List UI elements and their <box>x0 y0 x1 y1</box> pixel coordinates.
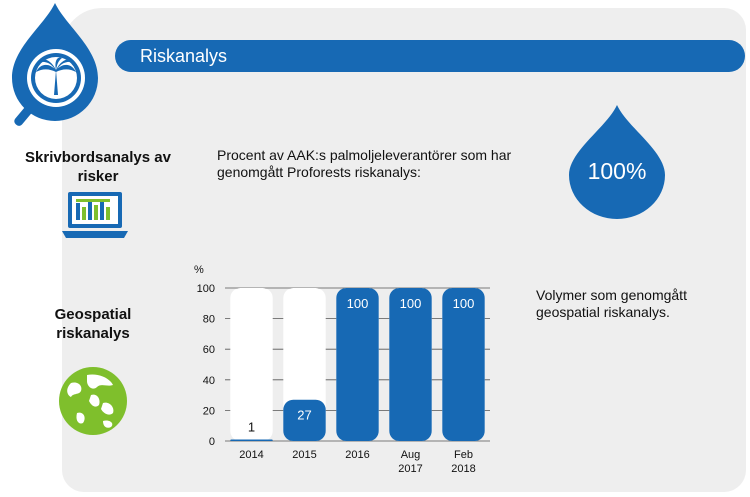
data-label: 100 <box>453 296 475 311</box>
drop-percent-value: 100% <box>587 158 647 184</box>
bar-background <box>230 288 273 441</box>
x-tick-label: Feb <box>454 449 473 461</box>
bar <box>283 399 326 441</box>
y-tick-label: 40 <box>203 375 215 387</box>
page-title: Riskanalys <box>140 46 228 66</box>
magnifier-palm-drop-logo <box>12 3 98 126</box>
y-tick-label: 20 <box>203 405 215 417</box>
data-label: 27 <box>297 408 311 423</box>
data-label: 100 <box>400 296 422 311</box>
bar-chart: % 0 20 40 60 80 100 1 2014 27 2015 100 2016 100 Aug 201… <box>194 264 490 475</box>
bar <box>389 288 432 441</box>
x-tick-label: 2014 <box>239 449 263 461</box>
x-tick-label: 2018 <box>451 463 475 475</box>
y-tick-label: 100 <box>197 283 215 295</box>
laptop-chart-icon <box>62 192 128 238</box>
data-label: 1 <box>248 419 255 434</box>
y-tick-label: 80 <box>203 314 215 326</box>
geospatial-volume-text: Volymer som genomgått geospatial riskana… <box>536 287 687 320</box>
x-tick-label: 2016 <box>345 449 369 461</box>
bar <box>442 288 485 441</box>
data-label: 100 <box>347 296 369 311</box>
globe-icon <box>59 367 127 435</box>
header-bar <box>115 40 745 72</box>
x-tick-label: 2015 <box>292 449 316 461</box>
x-tick-label: 2017 <box>398 463 422 475</box>
bar <box>336 288 379 441</box>
geospatial-analysis-label: Geospatial riskanalys <box>54 306 132 342</box>
y-tick-label: 0 <box>209 436 215 448</box>
supplier-percent-text: Procent av AAK:s palmoljeleverantörer so… <box>217 147 512 180</box>
desk-analysis-label: Skrivbordsanalys av risker <box>25 149 171 185</box>
x-tick-label: Aug <box>401 449 421 461</box>
y-tick-label: 60 <box>203 344 215 356</box>
y-axis-label: % <box>194 264 204 276</box>
bar <box>230 439 273 441</box>
water-drop-icon <box>569 105 665 219</box>
